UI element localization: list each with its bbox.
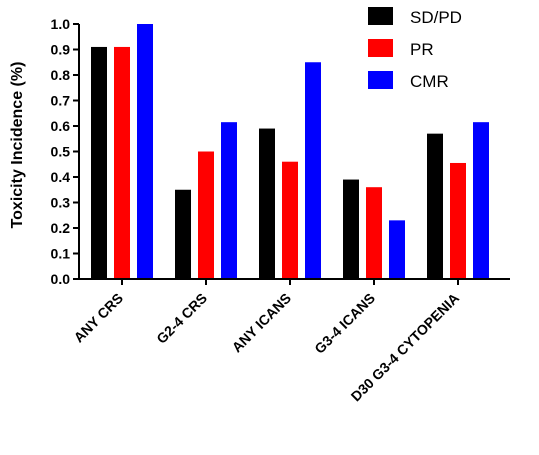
bar-cmr-5	[473, 122, 489, 279]
x-category-label: ANY ICANS	[229, 290, 295, 356]
y-tick-label: 0.4	[51, 169, 71, 185]
y-tick-label: 0.7	[51, 93, 71, 109]
y-tick-label: 0.2	[51, 220, 71, 236]
x-category-label: G3-4 ICANS	[311, 290, 378, 357]
bar-pr-4	[366, 187, 382, 279]
legend-label: CMR	[410, 72, 449, 91]
bar-pr-5	[450, 162, 466, 279]
y-tick-label: 0.3	[51, 195, 71, 211]
bar-sd-pd-1	[91, 46, 107, 280]
bar-sd-pd-5	[427, 133, 443, 279]
bar-cmr-2	[221, 122, 237, 279]
x-category-label: G2-4 CRS	[153, 290, 210, 347]
bar-cmr-4	[389, 220, 405, 279]
bar-cmr-3	[305, 62, 321, 279]
y-tick-label: 0.0	[51, 271, 71, 287]
bar-pr-1	[114, 46, 130, 280]
legend-swatch-cmr	[368, 71, 393, 89]
bar-pr-2	[198, 151, 214, 279]
bar-sd-pd-4	[343, 179, 359, 279]
y-tick-label: 0.5	[51, 144, 71, 160]
legend-swatch-pr	[368, 39, 393, 57]
y-axis-label: Toxicity Incidence (%)	[9, 62, 26, 229]
bar-pr-3	[282, 161, 298, 279]
legend-label: PR	[410, 40, 434, 59]
legend-label: SD/PD	[410, 8, 462, 27]
y-tick-label: 0.1	[51, 246, 71, 262]
legend-swatch-sd-pd	[368, 7, 393, 25]
y-tick-label: 1.0	[51, 16, 71, 32]
x-category-label: ANY CRS	[70, 290, 126, 346]
y-tick-label: 0.6	[51, 118, 71, 134]
y-tick-label: 0.9	[51, 42, 71, 58]
bar-sd-pd-3	[259, 128, 275, 279]
bar-cmr-1	[137, 24, 153, 279]
bar-sd-pd-2	[175, 189, 191, 279]
y-tick-label: 0.8	[51, 67, 71, 83]
